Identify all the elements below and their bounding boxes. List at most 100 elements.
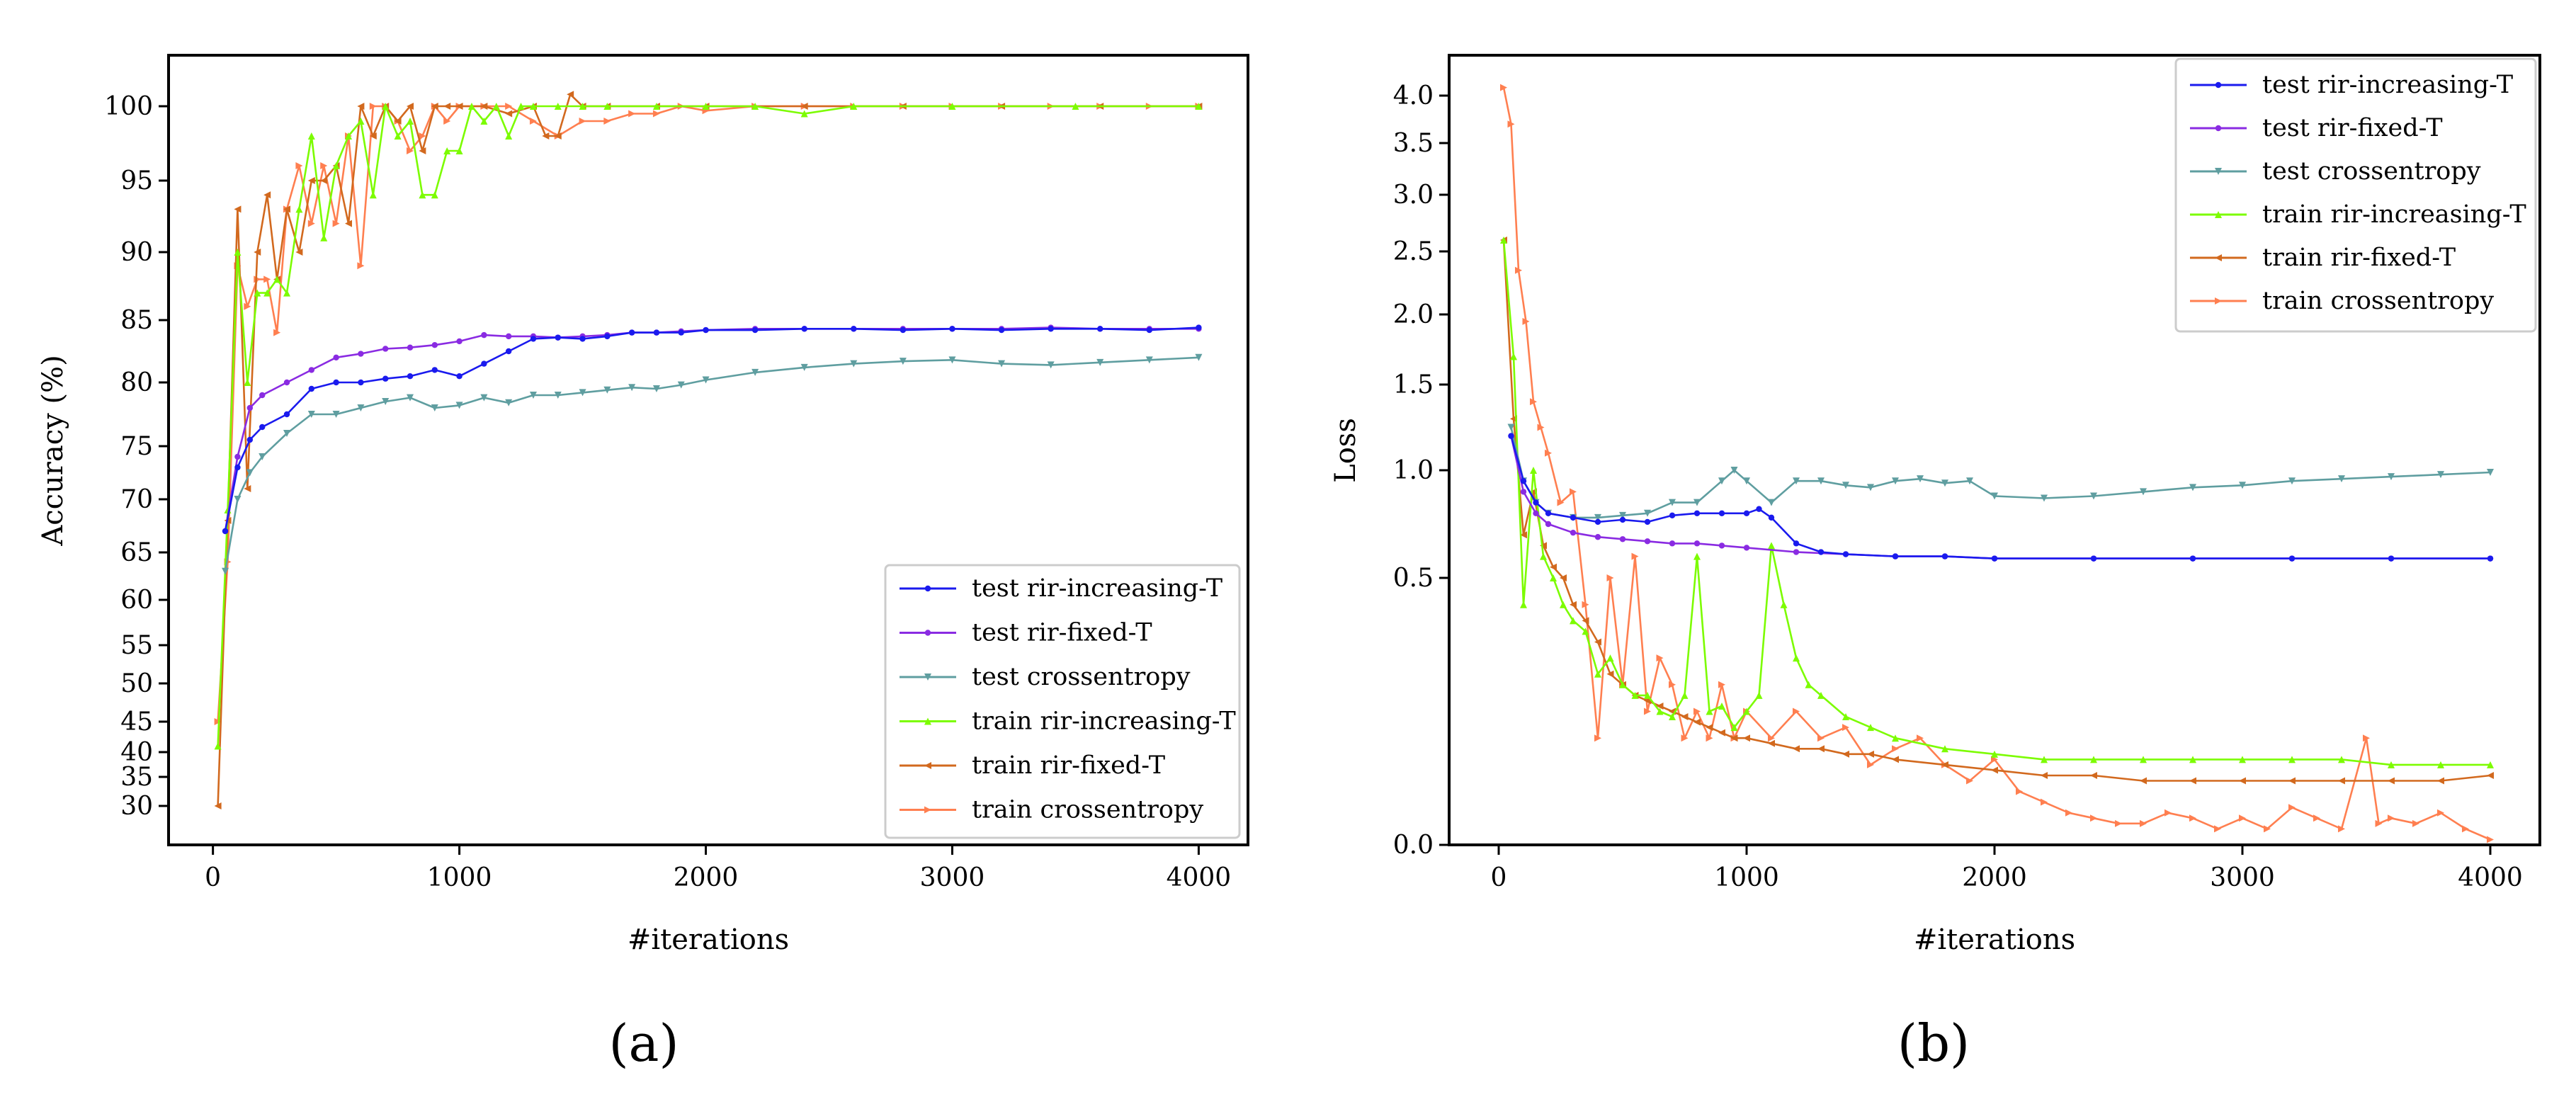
y-tick-label: 35 [120, 763, 153, 792]
data-point [214, 802, 222, 809]
data-point [481, 331, 487, 339]
data-point [467, 103, 475, 110]
data-point [244, 379, 251, 386]
data-point [505, 348, 512, 355]
data-point [1594, 734, 1601, 742]
data-point [443, 147, 451, 154]
data-point [406, 103, 414, 110]
data-point [357, 262, 365, 270]
data-point [1570, 601, 1577, 608]
panel-b-legend: test rir-increasing-T test rir-fixed-T tes… [2174, 57, 2537, 333]
data-point [2437, 809, 2444, 817]
data-point [1195, 103, 1203, 110]
data-point [1730, 467, 1738, 474]
data-point [214, 718, 222, 725]
data-point [1730, 734, 1738, 742]
legend-marker [924, 673, 931, 681]
data-point [1743, 545, 1750, 551]
data-point [332, 220, 340, 227]
data-point [751, 368, 759, 376]
data-point [851, 326, 857, 332]
data-point [481, 360, 487, 367]
data-point [2090, 492, 2097, 500]
data-point [603, 103, 611, 110]
y-tick-label: 1.0 [1393, 456, 1434, 485]
data-point [2041, 494, 2048, 502]
data-point [357, 103, 365, 110]
data-point [1545, 510, 1552, 516]
data-point [1693, 552, 1701, 560]
data-point [1867, 750, 1874, 758]
data-point [1817, 745, 1825, 753]
data-point [394, 118, 402, 125]
data-point [1619, 536, 1626, 542]
data-point [2115, 819, 2122, 827]
y-tick-label: 30 [120, 792, 153, 821]
legend-marker [924, 585, 931, 592]
data-point [1072, 103, 1079, 110]
data-point [2288, 777, 2296, 785]
data-point [1619, 681, 1626, 688]
data-point [1681, 691, 1689, 699]
data-point [222, 567, 229, 575]
legend-item: train crossentropy [2190, 287, 2494, 315]
data-point [1718, 681, 1725, 688]
y-tick-label: 55 [120, 631, 153, 660]
data-point [948, 103, 956, 110]
x-tick-label: 1000 [1714, 863, 1779, 892]
data-point [1146, 326, 1153, 334]
data-point [2338, 475, 2345, 483]
legend-marker [2215, 125, 2222, 132]
data-point [358, 379, 364, 386]
legend-label: test rir-fixed-T [2262, 114, 2443, 142]
data-point [1097, 326, 1103, 332]
data-point [1991, 766, 1998, 774]
data-point [1991, 756, 1998, 763]
data-point [505, 110, 513, 118]
data-point [1510, 353, 1517, 360]
data-point [628, 110, 636, 118]
y-tick-label: 3.5 [1393, 129, 1434, 158]
data-point [455, 147, 463, 154]
data-point [406, 118, 414, 125]
data-point [357, 404, 365, 411]
data-point [254, 249, 261, 256]
y-tick-label: 0.5 [1393, 564, 1434, 593]
data-point [2388, 814, 2395, 822]
data-point [900, 326, 907, 334]
data-point [529, 392, 537, 399]
data-point [1530, 467, 1537, 474]
data-point [530, 336, 537, 342]
panel-b-caption: (b) [1897, 1013, 1970, 1073]
data-point [214, 742, 222, 750]
data-point [1582, 627, 1589, 635]
series-test-rir-increasing-t [222, 324, 1202, 535]
data-point [1706, 734, 1713, 742]
data-point [2264, 825, 2271, 833]
x-tick-label: 2000 [674, 863, 739, 892]
data-point [358, 351, 364, 357]
data-point [603, 118, 611, 125]
data-point [1669, 512, 1676, 519]
data-point [234, 453, 241, 460]
data-point [1768, 499, 1775, 506]
legend-box [2174, 57, 2537, 333]
data-point [1842, 551, 1849, 557]
data-point [1867, 761, 1874, 768]
data-point [1917, 734, 1924, 742]
data-point [1941, 553, 1948, 559]
data-point [1560, 574, 1567, 581]
data-point [1594, 534, 1601, 540]
data-point [1644, 691, 1651, 699]
data-point [1557, 499, 1565, 506]
data-point [542, 132, 550, 140]
data-point [394, 132, 402, 140]
data-point [1560, 601, 1567, 608]
data-point [1917, 475, 1924, 483]
data-point [419, 147, 426, 154]
data-point [1631, 552, 1639, 560]
data-point [1793, 707, 1800, 715]
data-point [246, 404, 254, 411]
data-point [702, 103, 710, 110]
data-point [1047, 361, 1055, 369]
